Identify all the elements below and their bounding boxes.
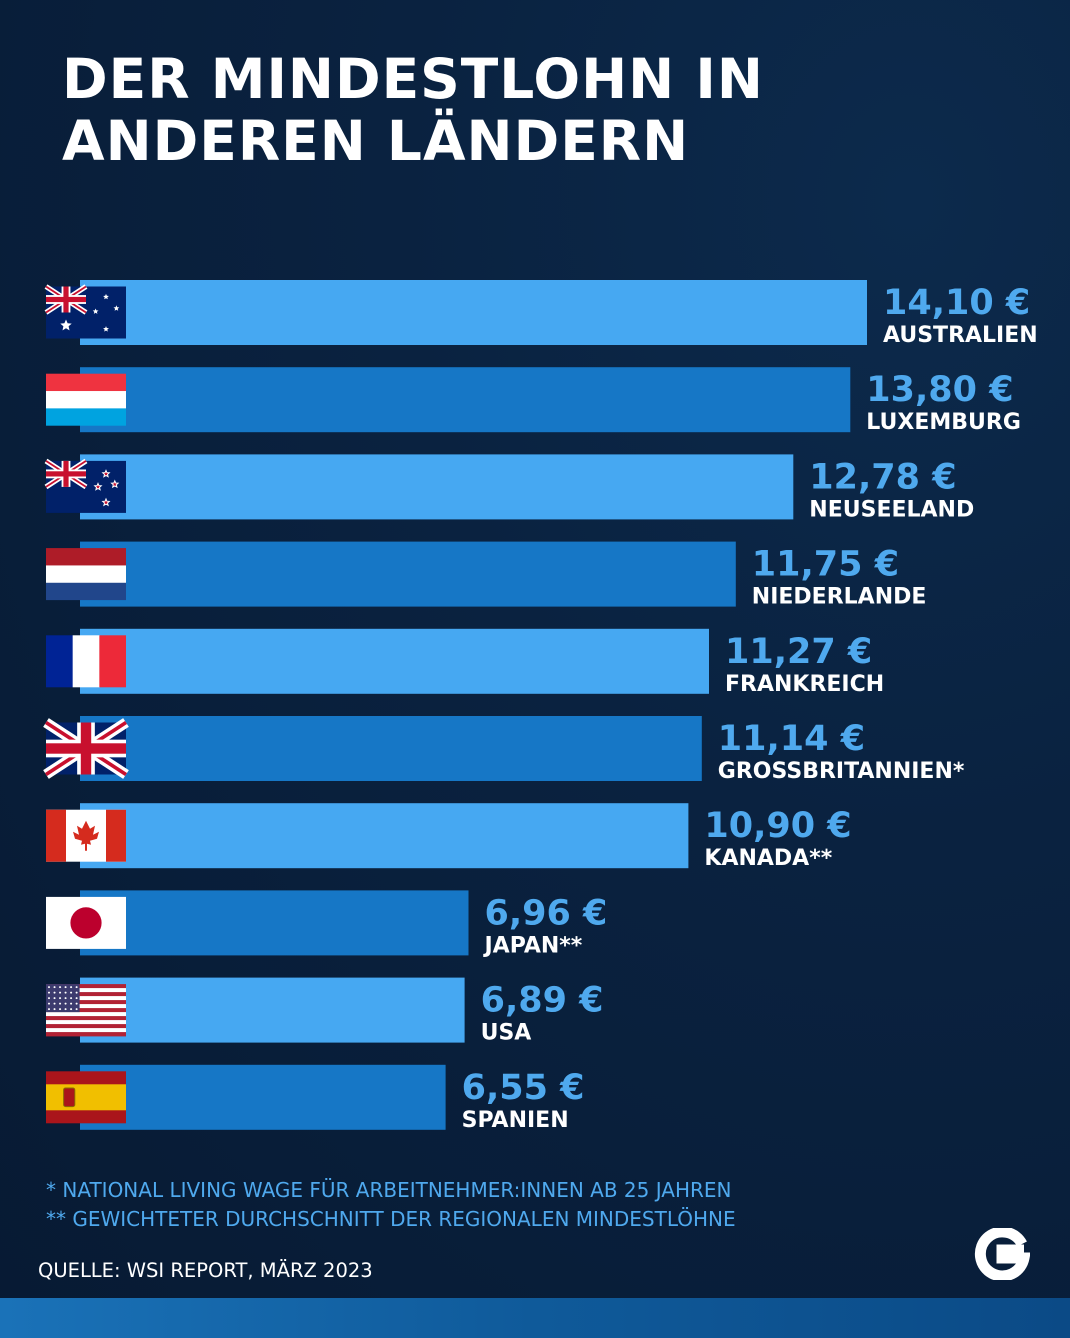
bar-4 xyxy=(80,541,736,607)
usa-flag xyxy=(46,984,126,1037)
category-label: NEUSEELAND xyxy=(809,497,974,522)
category-label: SPANIEN xyxy=(462,1108,569,1133)
bar-6 xyxy=(80,716,702,781)
source-note: QUELLE: WSI REPORT, MÄRZ 2023 xyxy=(38,1259,373,1282)
category-label: NIEDERLANDE xyxy=(752,585,927,610)
footnote-2: ** GEWICHTETER DURCHSCHNITT DER REGIONAL… xyxy=(46,1207,736,1231)
bar-5 xyxy=(80,628,709,694)
category-label: JAPAN** xyxy=(483,933,583,958)
canada-flag xyxy=(46,809,126,862)
value-label: 11,14 € xyxy=(718,719,865,759)
g-logo-icon xyxy=(974,1228,1030,1280)
uk-flag xyxy=(43,718,129,779)
value-label: 11,27 € xyxy=(725,632,872,672)
value-label: 6,96 € xyxy=(485,893,608,933)
value-label: 10,90 € xyxy=(704,806,851,846)
luxembourg-flag xyxy=(46,373,126,426)
spain-flag xyxy=(46,1071,126,1124)
value-label: 12,78 € xyxy=(809,457,956,497)
bar-9 xyxy=(80,977,465,1043)
france-flag xyxy=(46,635,126,688)
chart-title-line-2: ANDEREN LÄNDERN xyxy=(62,109,690,173)
category-label: FRANKREICH xyxy=(725,672,884,697)
value-label: 6,89 € xyxy=(481,981,604,1021)
bar-7 xyxy=(80,803,689,869)
bar-1 xyxy=(80,280,867,345)
chart-title: DER MINDESTLOHN IN ANDEREN LÄNDERN xyxy=(62,48,764,172)
footnote-1: * NATIONAL LIVING WAGE FÜR ARBEITNEHMER:… xyxy=(46,1178,732,1202)
japan-flag xyxy=(46,896,126,949)
category-label: AUSTRALIEN xyxy=(883,323,1038,348)
category-label: LUXEMBURG xyxy=(866,410,1021,435)
value-label: 11,75 € xyxy=(752,545,899,585)
value-label: 13,80 € xyxy=(866,370,1013,410)
australia-flag xyxy=(44,284,126,339)
category-label: GROSSBRITANNIEN* xyxy=(718,759,965,784)
chart-title-line-1: DER MINDESTLOHN IN xyxy=(62,47,764,111)
netherlands-flag xyxy=(46,548,126,601)
bar-8 xyxy=(80,890,469,956)
new-zealand-flag xyxy=(44,458,126,513)
bottom-strip xyxy=(0,1298,1070,1338)
value-label: 14,10 € xyxy=(883,283,1030,323)
bar-2 xyxy=(80,367,851,433)
category-label: KANADA** xyxy=(704,846,832,871)
footnotes: * NATIONAL LIVING WAGE FÜR ARBEITNEHMER:… xyxy=(46,1176,736,1234)
value-label: 6,55 € xyxy=(462,1068,585,1108)
category-label: USA xyxy=(481,1021,532,1046)
bar-3 xyxy=(80,454,794,520)
bar-10 xyxy=(80,1064,446,1130)
